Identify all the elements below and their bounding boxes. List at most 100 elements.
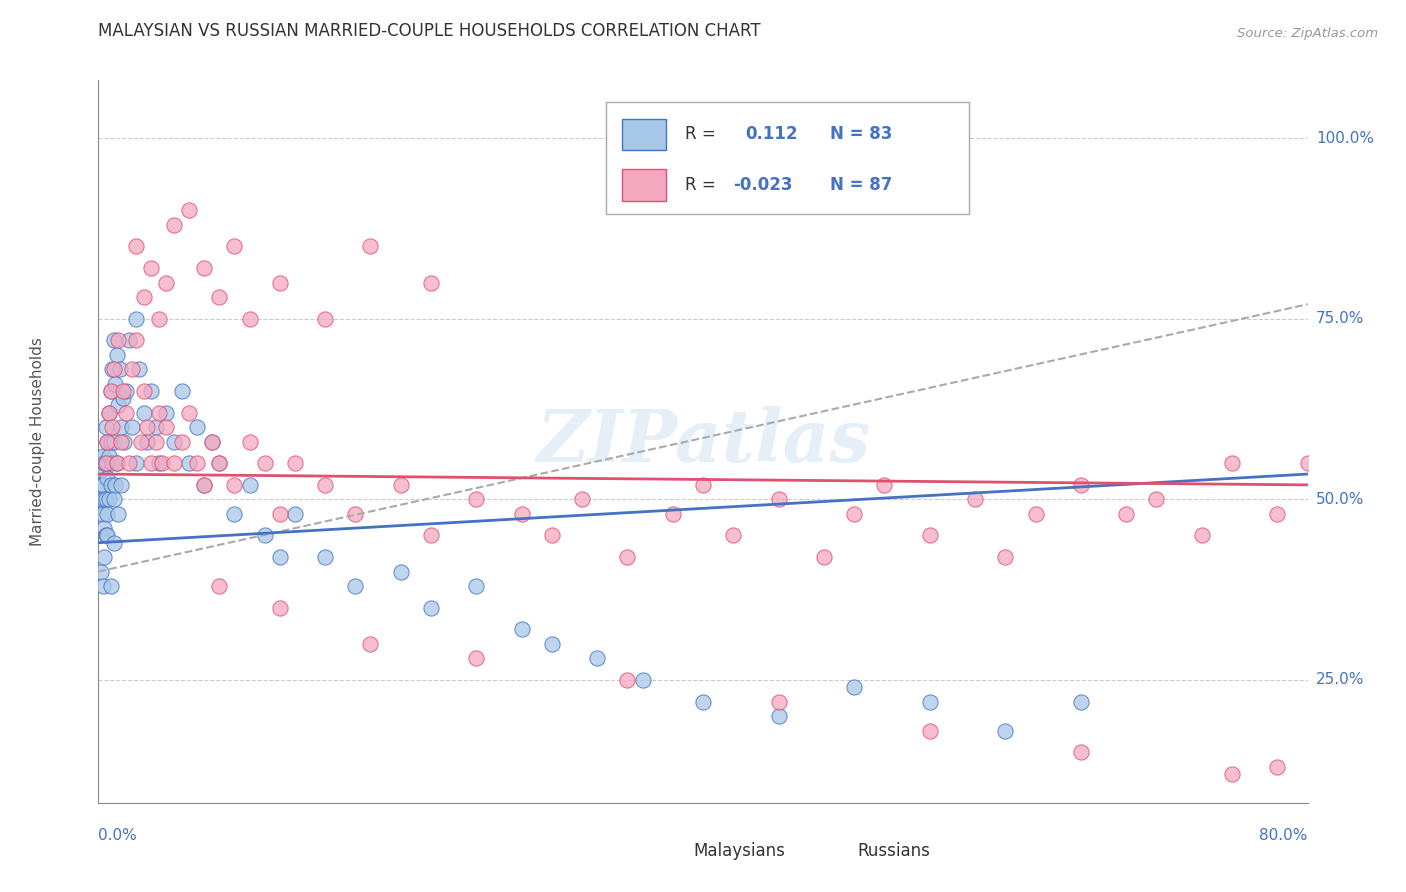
Point xyxy=(994,550,1017,565)
Point xyxy=(465,492,488,507)
Point xyxy=(93,456,115,470)
Text: ZIPatlas: ZIPatlas xyxy=(536,406,870,477)
Point xyxy=(103,535,125,549)
Point xyxy=(148,406,170,420)
Point xyxy=(132,384,155,398)
Point xyxy=(768,492,790,507)
Point xyxy=(135,434,157,449)
Point xyxy=(104,376,127,391)
Point xyxy=(768,695,790,709)
Point xyxy=(224,239,246,253)
Point xyxy=(465,651,488,665)
Point xyxy=(179,406,201,420)
Text: MALAYSIAN VS RUSSIAN MARRIED-COUPLE HOUSEHOLDS CORRELATION CHART: MALAYSIAN VS RUSSIAN MARRIED-COUPLE HOUS… xyxy=(98,22,761,40)
Point xyxy=(121,420,143,434)
Point xyxy=(105,348,128,362)
Point xyxy=(170,384,193,398)
Point xyxy=(94,528,117,542)
Point xyxy=(239,434,262,449)
Point xyxy=(692,695,714,709)
Point xyxy=(844,507,866,521)
Text: 80.0%: 80.0% xyxy=(1260,828,1308,843)
Text: Russians: Russians xyxy=(858,842,931,860)
Text: Married-couple Households: Married-couple Households xyxy=(31,337,45,546)
Point xyxy=(208,579,231,593)
Point xyxy=(118,334,141,348)
Point xyxy=(389,565,412,579)
Point xyxy=(107,507,129,521)
Text: R =: R = xyxy=(685,126,716,144)
FancyBboxPatch shape xyxy=(621,169,665,201)
Point xyxy=(1267,760,1289,774)
Point xyxy=(98,492,121,507)
Point xyxy=(125,334,148,348)
Point xyxy=(101,456,124,470)
Point xyxy=(104,478,127,492)
Point xyxy=(179,456,201,470)
Point xyxy=(239,478,262,492)
Point xyxy=(269,550,291,565)
Point xyxy=(873,478,896,492)
Text: 0.112: 0.112 xyxy=(745,126,797,144)
Point xyxy=(105,456,128,470)
Point xyxy=(129,434,152,449)
Point xyxy=(100,579,122,593)
Point xyxy=(145,434,167,449)
Point xyxy=(253,528,276,542)
Point xyxy=(616,673,638,687)
Point xyxy=(91,449,114,463)
Point xyxy=(103,334,125,348)
Point xyxy=(98,406,121,420)
Point xyxy=(208,290,231,304)
Point xyxy=(148,311,170,326)
Point xyxy=(269,600,291,615)
Point xyxy=(101,362,124,376)
Text: Malaysians: Malaysians xyxy=(693,842,785,860)
Point xyxy=(201,434,224,449)
Point xyxy=(571,492,593,507)
Point xyxy=(114,406,136,420)
Point xyxy=(692,478,714,492)
Point xyxy=(186,456,208,470)
Text: 100.0%: 100.0% xyxy=(1316,130,1374,145)
Point xyxy=(201,434,224,449)
Point xyxy=(114,384,136,398)
Point xyxy=(90,463,112,477)
Point xyxy=(965,492,987,507)
Point xyxy=(94,492,117,507)
Point xyxy=(132,406,155,420)
Point xyxy=(145,420,167,434)
Point xyxy=(616,550,638,565)
Point xyxy=(918,528,941,542)
Point xyxy=(94,456,117,470)
Point xyxy=(586,651,609,665)
Point xyxy=(1070,745,1092,759)
Point xyxy=(269,507,291,521)
Point xyxy=(344,579,367,593)
Text: N = 83: N = 83 xyxy=(830,126,893,144)
Point xyxy=(389,478,412,492)
Text: 75.0%: 75.0% xyxy=(1316,311,1364,326)
Point xyxy=(100,434,122,449)
Point xyxy=(540,637,562,651)
Point xyxy=(208,456,231,470)
Point xyxy=(1115,507,1137,521)
Point xyxy=(314,311,336,326)
Point xyxy=(163,218,186,232)
Point xyxy=(100,478,122,492)
Point xyxy=(1024,507,1046,521)
Point xyxy=(98,449,121,463)
Point xyxy=(193,478,215,492)
Point xyxy=(253,456,276,470)
Point xyxy=(631,673,654,687)
Point xyxy=(918,695,941,709)
Point xyxy=(170,434,193,449)
Point xyxy=(125,311,148,326)
Point xyxy=(98,406,121,420)
Point xyxy=(224,478,246,492)
Point xyxy=(723,528,745,542)
Point xyxy=(150,456,173,470)
Point xyxy=(193,261,215,276)
Point xyxy=(91,579,114,593)
Point xyxy=(135,420,157,434)
